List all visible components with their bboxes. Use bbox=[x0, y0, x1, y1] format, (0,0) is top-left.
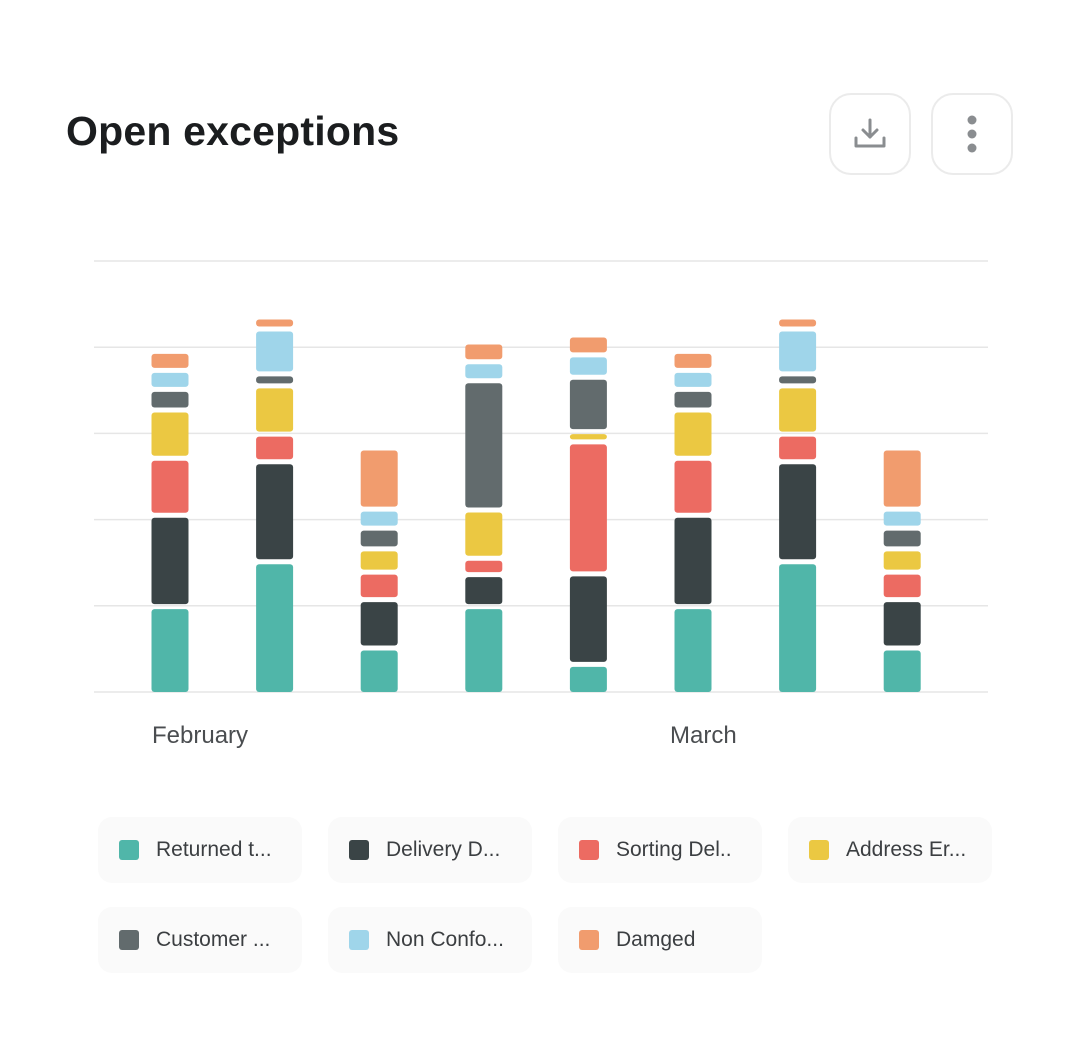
bar-segment[interactable] bbox=[360, 574, 398, 598]
bar-segment[interactable] bbox=[465, 512, 503, 556]
bar-segment[interactable] bbox=[674, 609, 712, 692]
bar-segment[interactable] bbox=[465, 344, 503, 360]
bar-segment[interactable] bbox=[674, 353, 712, 368]
legend-label: Customer ... bbox=[156, 928, 271, 951]
bar-segment[interactable] bbox=[674, 372, 712, 387]
bar-segment[interactable] bbox=[256, 464, 294, 560]
bar-segment[interactable] bbox=[883, 602, 921, 646]
legend-item-returned[interactable]: Returned t... bbox=[98, 817, 302, 883]
bar-segment[interactable] bbox=[779, 376, 817, 384]
more-options-button[interactable] bbox=[931, 93, 1013, 175]
bar-segment[interactable] bbox=[779, 331, 817, 372]
bar-segment[interactable] bbox=[151, 391, 189, 408]
bar-segment[interactable] bbox=[465, 609, 503, 692]
bar-segment[interactable] bbox=[883, 511, 921, 526]
bar-segment[interactable] bbox=[151, 353, 189, 368]
legend-label: Damged bbox=[616, 928, 696, 951]
bar-segment[interactable] bbox=[151, 460, 189, 513]
bar-segment[interactable] bbox=[360, 450, 398, 507]
bar-segment[interactable] bbox=[779, 464, 817, 560]
stacked-bar-chart bbox=[94, 260, 988, 693]
bar-segment[interactable] bbox=[360, 551, 398, 570]
bar-segment[interactable] bbox=[883, 450, 921, 507]
bar-segment[interactable] bbox=[674, 391, 712, 408]
more-vertical-icon bbox=[967, 115, 977, 153]
bar-segment[interactable] bbox=[569, 666, 607, 692]
legend-swatch bbox=[349, 840, 369, 860]
bar-segment[interactable] bbox=[465, 577, 503, 605]
bar-segment[interactable] bbox=[256, 319, 294, 327]
bar-segment[interactable] bbox=[779, 388, 817, 432]
legend-item-non-conformance[interactable]: Non Confo... bbox=[328, 907, 532, 973]
legend-item-delivery[interactable]: Delivery D... bbox=[328, 817, 532, 883]
bar-segment[interactable] bbox=[360, 650, 398, 692]
gridlines bbox=[94, 260, 988, 693]
legend-label: Non Confo... bbox=[386, 928, 504, 951]
bar-segment[interactable] bbox=[360, 530, 398, 547]
bar-segment[interactable] bbox=[465, 364, 503, 379]
bar-segment[interactable] bbox=[256, 388, 294, 432]
bar-segment[interactable] bbox=[151, 412, 189, 456]
legend-label: Returned t... bbox=[156, 838, 272, 861]
download-icon bbox=[854, 118, 886, 148]
bar-segment[interactable] bbox=[569, 379, 607, 430]
bar-segment[interactable] bbox=[256, 376, 294, 384]
bar-segment[interactable] bbox=[465, 560, 503, 573]
bar-segment[interactable] bbox=[674, 517, 712, 605]
download-button[interactable] bbox=[829, 93, 911, 175]
legend-item-address[interactable]: Address Er... bbox=[788, 817, 992, 883]
x-tick-label-february: February bbox=[152, 722, 249, 749]
bar-segment[interactable] bbox=[256, 436, 294, 460]
legend-label: Sorting Del.. bbox=[616, 838, 732, 861]
bar-segment[interactable] bbox=[779, 564, 817, 692]
bar-segment[interactable] bbox=[674, 412, 712, 456]
legend-item-sorting[interactable]: Sorting Del.. bbox=[558, 817, 762, 883]
legend-label: Delivery D... bbox=[386, 838, 501, 861]
bar-segment[interactable] bbox=[569, 357, 607, 375]
x-tick-label-march: March bbox=[670, 722, 737, 749]
bar-segment[interactable] bbox=[674, 460, 712, 513]
bar-segment[interactable] bbox=[569, 576, 607, 662]
legend-item-damaged[interactable]: Damged bbox=[558, 907, 762, 973]
legend-swatch bbox=[579, 930, 599, 950]
legend-swatch bbox=[579, 840, 599, 860]
bar-segment[interactable] bbox=[360, 511, 398, 526]
bar-segment[interactable] bbox=[569, 434, 607, 440]
bar-segment[interactable] bbox=[360, 602, 398, 646]
legend-item-customer[interactable]: Customer ... bbox=[98, 907, 302, 973]
bar-segment[interactable] bbox=[883, 530, 921, 547]
bar-segment[interactable] bbox=[151, 372, 189, 387]
bar-segment[interactable] bbox=[883, 574, 921, 598]
legend-label: Address Er... bbox=[846, 838, 967, 861]
bar-segment[interactable] bbox=[569, 444, 607, 572]
bar-segment[interactable] bbox=[151, 517, 189, 605]
bars bbox=[151, 319, 921, 692]
legend-swatch bbox=[809, 840, 829, 860]
bar-segment[interactable] bbox=[883, 551, 921, 570]
legend-swatch bbox=[119, 930, 139, 950]
bar-segment[interactable] bbox=[883, 650, 921, 692]
bar-segment[interactable] bbox=[256, 331, 294, 372]
bar-segment[interactable] bbox=[779, 436, 817, 460]
bar-segment[interactable] bbox=[465, 383, 503, 508]
legend-swatch bbox=[119, 840, 139, 860]
bar-segment[interactable] bbox=[256, 564, 294, 692]
bar-segment[interactable] bbox=[569, 337, 607, 353]
bar-segment[interactable] bbox=[151, 609, 189, 692]
chart-title: Open exceptions bbox=[66, 108, 400, 154]
legend-swatch bbox=[349, 930, 369, 950]
bar-segment[interactable] bbox=[779, 319, 817, 327]
